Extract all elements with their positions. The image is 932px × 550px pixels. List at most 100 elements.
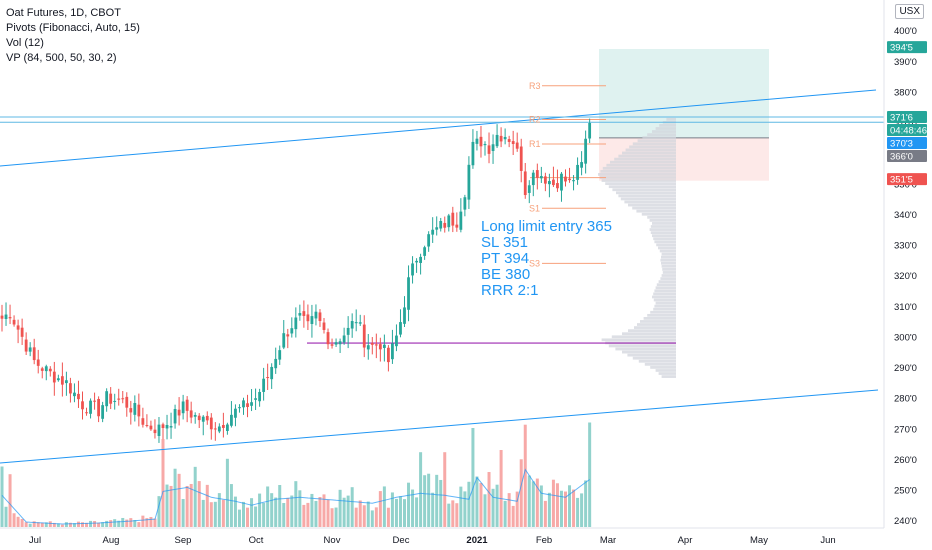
candle-body bbox=[97, 398, 100, 417]
volume-bar bbox=[254, 506, 258, 527]
candle-body bbox=[306, 314, 310, 322]
price-axis-tick: 240'0 bbox=[894, 516, 917, 527]
volume-profile-bar bbox=[652, 295, 676, 299]
volume-bar bbox=[547, 492, 551, 527]
volume-profile-bar bbox=[632, 356, 676, 360]
volume-profile-bar bbox=[656, 243, 676, 247]
volume-bar bbox=[382, 486, 386, 527]
volume-bar bbox=[258, 493, 262, 527]
legend-volume-profile-indicator[interactable]: VP (84, 500, 50, 30, 2) bbox=[6, 52, 117, 64]
volume-bar bbox=[72, 523, 76, 527]
volume-bar bbox=[463, 491, 467, 527]
legend-volume-indicator[interactable]: Vol (12) bbox=[6, 37, 44, 49]
volume-bar bbox=[197, 481, 201, 527]
price-tag bbox=[887, 173, 927, 186]
volume-bar bbox=[366, 501, 370, 527]
trade-annotation[interactable]: Long limit entry 365 SL 351 PT 394 BE 38… bbox=[481, 219, 612, 299]
volume-bar bbox=[411, 489, 415, 527]
candle-body bbox=[73, 392, 76, 397]
price-axis-tick: 250'0 bbox=[894, 486, 917, 497]
volume-bar bbox=[318, 497, 322, 527]
candle-body bbox=[374, 344, 378, 346]
candle-body bbox=[189, 410, 193, 418]
volume-bar bbox=[519, 459, 523, 527]
volume-profile-bar bbox=[637, 139, 676, 143]
volume-profile-bar bbox=[662, 268, 676, 271]
candle-body bbox=[221, 424, 225, 428]
candle-body bbox=[330, 344, 334, 346]
volume-bar bbox=[551, 479, 555, 527]
volume-profile-bar bbox=[655, 301, 676, 305]
volume-bar bbox=[459, 486, 463, 527]
price-axis-tick: 340'0 bbox=[894, 210, 917, 221]
volume-bar bbox=[225, 458, 229, 527]
volume-bar bbox=[229, 484, 233, 527]
candle-body bbox=[226, 424, 229, 431]
candle-body bbox=[350, 321, 354, 329]
volume-bar bbox=[149, 516, 153, 527]
candle-body bbox=[463, 197, 467, 210]
legend-title[interactable]: Oat Futures, 1D, CBOT bbox=[6, 7, 121, 19]
price-tag-label: 370'3 bbox=[890, 138, 913, 149]
volume-bar bbox=[93, 521, 97, 527]
candle-body bbox=[548, 181, 551, 185]
volume-bar bbox=[451, 500, 455, 527]
pivot-label-s3: S3 bbox=[529, 258, 540, 268]
volume-bar bbox=[302, 504, 306, 527]
candle-body bbox=[24, 339, 28, 352]
volume-profile-layer bbox=[598, 117, 676, 378]
volume-profile-bar bbox=[624, 200, 676, 204]
volume-profile-bar bbox=[611, 335, 676, 339]
price-axis-tick: 390'0 bbox=[894, 57, 917, 68]
time-axis-tick: Nov bbox=[324, 535, 341, 546]
volume-profile-bar bbox=[656, 283, 676, 287]
volume-bar bbox=[415, 497, 419, 527]
volume-profile-bar bbox=[647, 215, 676, 219]
candle-body bbox=[290, 328, 294, 334]
candle-body bbox=[81, 401, 84, 410]
candle-body bbox=[242, 400, 245, 408]
volume-bar bbox=[52, 522, 56, 527]
candle-body bbox=[346, 327, 350, 335]
volume-profile-bar bbox=[661, 261, 676, 265]
legend-pivots-indicator[interactable]: Pivots (Fibonacci, Auto, 15) bbox=[6, 22, 140, 34]
candle-body bbox=[137, 404, 141, 417]
currency-button[interactable]: USX bbox=[895, 4, 924, 19]
volume-bar bbox=[290, 495, 294, 527]
price-axis-tick: 300'0 bbox=[894, 332, 917, 343]
candle-body bbox=[511, 141, 515, 145]
time-axis-tick: Oct bbox=[249, 535, 264, 546]
volume-bar bbox=[423, 475, 427, 527]
candle-body bbox=[318, 312, 322, 321]
price-tag-label: 04:48:46 bbox=[890, 125, 927, 136]
volume-bar bbox=[555, 483, 559, 527]
time-axis-tick: 2021 bbox=[466, 535, 488, 546]
candle-body bbox=[141, 418, 145, 425]
volume-bar bbox=[113, 519, 117, 527]
volume-profile-bar bbox=[653, 292, 676, 296]
candle-body bbox=[44, 366, 48, 372]
candle-body bbox=[387, 347, 390, 363]
volume-profile-bar bbox=[622, 151, 676, 155]
price-tag bbox=[887, 149, 927, 162]
volume-bar bbox=[419, 452, 423, 527]
volume-bar bbox=[362, 505, 366, 527]
volume-profile-bar bbox=[654, 289, 676, 293]
volume-bar bbox=[44, 522, 48, 527]
price-tag-label: 366'0 bbox=[890, 151, 913, 162]
volume-bar bbox=[246, 507, 250, 527]
candle-body bbox=[246, 403, 249, 407]
volume-bar bbox=[205, 484, 209, 527]
candle-body bbox=[258, 391, 261, 402]
candle-body bbox=[213, 428, 217, 430]
volume-profile-bar bbox=[610, 160, 676, 164]
candle-body bbox=[455, 224, 459, 228]
volume-profile-bar bbox=[659, 124, 676, 127]
candle-body bbox=[40, 368, 44, 371]
volume-profile-bar bbox=[654, 304, 676, 308]
price-tag-label: 351'5 bbox=[890, 175, 913, 186]
volume-bar bbox=[64, 522, 68, 527]
candle-body bbox=[342, 335, 346, 343]
volume-bar bbox=[390, 492, 394, 527]
